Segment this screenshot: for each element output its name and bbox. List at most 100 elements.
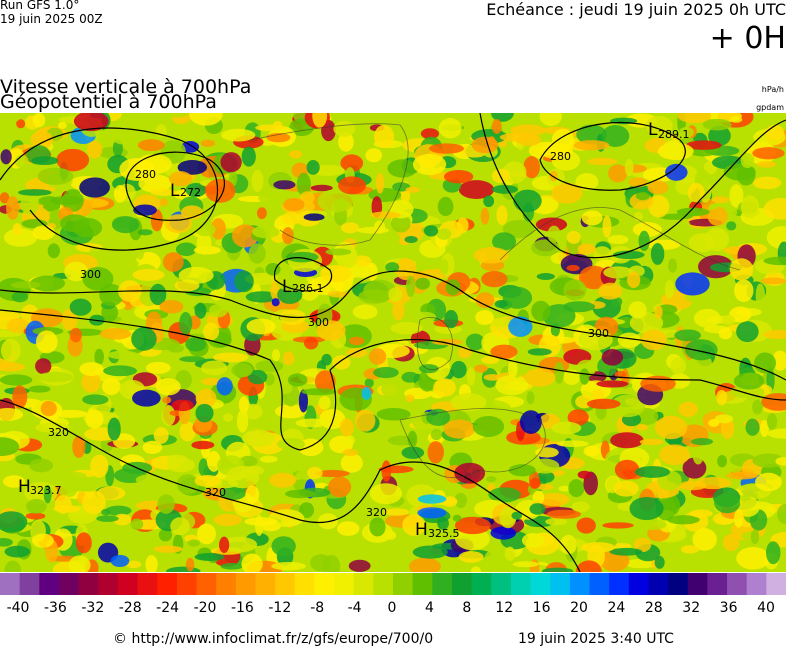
field-cell <box>315 469 350 478</box>
field-cell <box>185 337 207 352</box>
field-cell <box>96 515 119 522</box>
field-cell <box>132 410 145 421</box>
field-cell <box>303 213 325 221</box>
field-cell <box>708 419 720 427</box>
field-cell <box>736 321 759 343</box>
colorbar-swatch <box>628 573 649 595</box>
field-cell <box>636 423 648 431</box>
field-cell <box>437 196 454 217</box>
field-cell <box>43 485 52 504</box>
field-cell <box>433 378 456 397</box>
field-cell <box>168 171 193 187</box>
field-cell <box>0 408 24 422</box>
colorbar-swatch <box>491 573 512 595</box>
field-cell <box>401 371 419 383</box>
field-cell <box>608 164 628 183</box>
field-cell <box>358 289 391 304</box>
field-cell <box>320 264 352 282</box>
field-cell <box>507 359 518 378</box>
field-cell <box>733 509 744 528</box>
colorbar-swatch <box>687 573 708 595</box>
field-cell <box>212 352 249 363</box>
field-cell <box>523 155 540 179</box>
field-cell <box>201 360 228 376</box>
contours <box>0 113 786 572</box>
field-cell <box>252 225 280 239</box>
field-cell <box>496 205 508 226</box>
colorbar-swatch <box>393 573 414 595</box>
colorbar-swatch <box>746 573 767 595</box>
field-cell <box>75 532 92 554</box>
field-cell <box>179 312 193 335</box>
field-cell <box>56 471 87 481</box>
field-cell <box>640 375 676 392</box>
field-cell <box>436 228 452 240</box>
run-label: Run GFS 1.0° <box>0 0 79 12</box>
field-cell <box>215 239 224 246</box>
field-cell <box>276 273 309 292</box>
field-cell <box>471 136 499 154</box>
field-cell <box>404 235 418 244</box>
field-cell <box>106 401 141 410</box>
field-cell <box>473 247 509 264</box>
footer-source: © http://www.infoclimat.fr/z/gfs/europe/… <box>113 631 433 647</box>
field-cell <box>609 547 643 556</box>
field-cell <box>221 128 256 142</box>
field-cell <box>213 513 243 527</box>
field-cell <box>124 259 140 269</box>
field-cell <box>158 528 173 542</box>
colorbar-tick-label: -40 <box>7 600 30 616</box>
field-cell <box>269 472 297 488</box>
field-cell <box>458 180 495 199</box>
field-cell <box>623 558 659 569</box>
field-cell <box>219 536 230 553</box>
colorbar-swatch <box>432 573 453 595</box>
offset: + 0H <box>710 21 786 56</box>
field-cell <box>711 196 730 204</box>
field-cell <box>86 140 103 159</box>
field-cell <box>722 533 740 552</box>
field-cell <box>721 314 736 326</box>
field-cell <box>2 475 26 488</box>
field-cell <box>494 299 508 309</box>
field-cell <box>765 124 785 140</box>
colorbar-tick-label: -12 <box>268 600 291 616</box>
field-cell <box>581 210 603 226</box>
colorbar-swatch <box>58 573 80 595</box>
field-cell <box>417 507 447 519</box>
field-cell <box>401 446 425 459</box>
field-cell <box>352 304 378 320</box>
coastline <box>499 207 741 271</box>
field-cell <box>726 471 758 480</box>
field-cell <box>598 282 623 300</box>
field-cell <box>670 357 687 375</box>
field-cell <box>30 275 66 292</box>
field-cell <box>717 455 728 468</box>
field-cell <box>0 511 28 533</box>
field-cell <box>232 224 259 248</box>
field-cell <box>551 421 582 435</box>
colorbar-tick-label: -20 <box>194 600 217 616</box>
field-cell <box>529 477 541 489</box>
colorbar-swatch <box>314 573 335 595</box>
field-cell <box>405 186 420 193</box>
colorbar-swatch <box>648 573 669 595</box>
colorbar-swatch <box>471 573 492 595</box>
field-cell <box>106 350 139 360</box>
field-cell <box>415 277 431 290</box>
field-cell <box>610 394 646 418</box>
contour <box>0 309 786 451</box>
field-cell <box>678 401 699 418</box>
field-cell <box>54 495 72 514</box>
field-cell <box>578 329 613 351</box>
field-cell <box>82 267 114 291</box>
colorbar-swatch <box>0 573 21 595</box>
field-cell <box>577 243 596 255</box>
colorbar-tick-label: -32 <box>81 600 104 616</box>
colorbar-tick-label: 40 <box>757 600 775 616</box>
field-cell <box>179 356 206 363</box>
field-cell <box>417 494 447 504</box>
colorbar-tick-label: -24 <box>156 600 179 616</box>
field-cell <box>677 559 687 572</box>
contour <box>274 257 333 292</box>
